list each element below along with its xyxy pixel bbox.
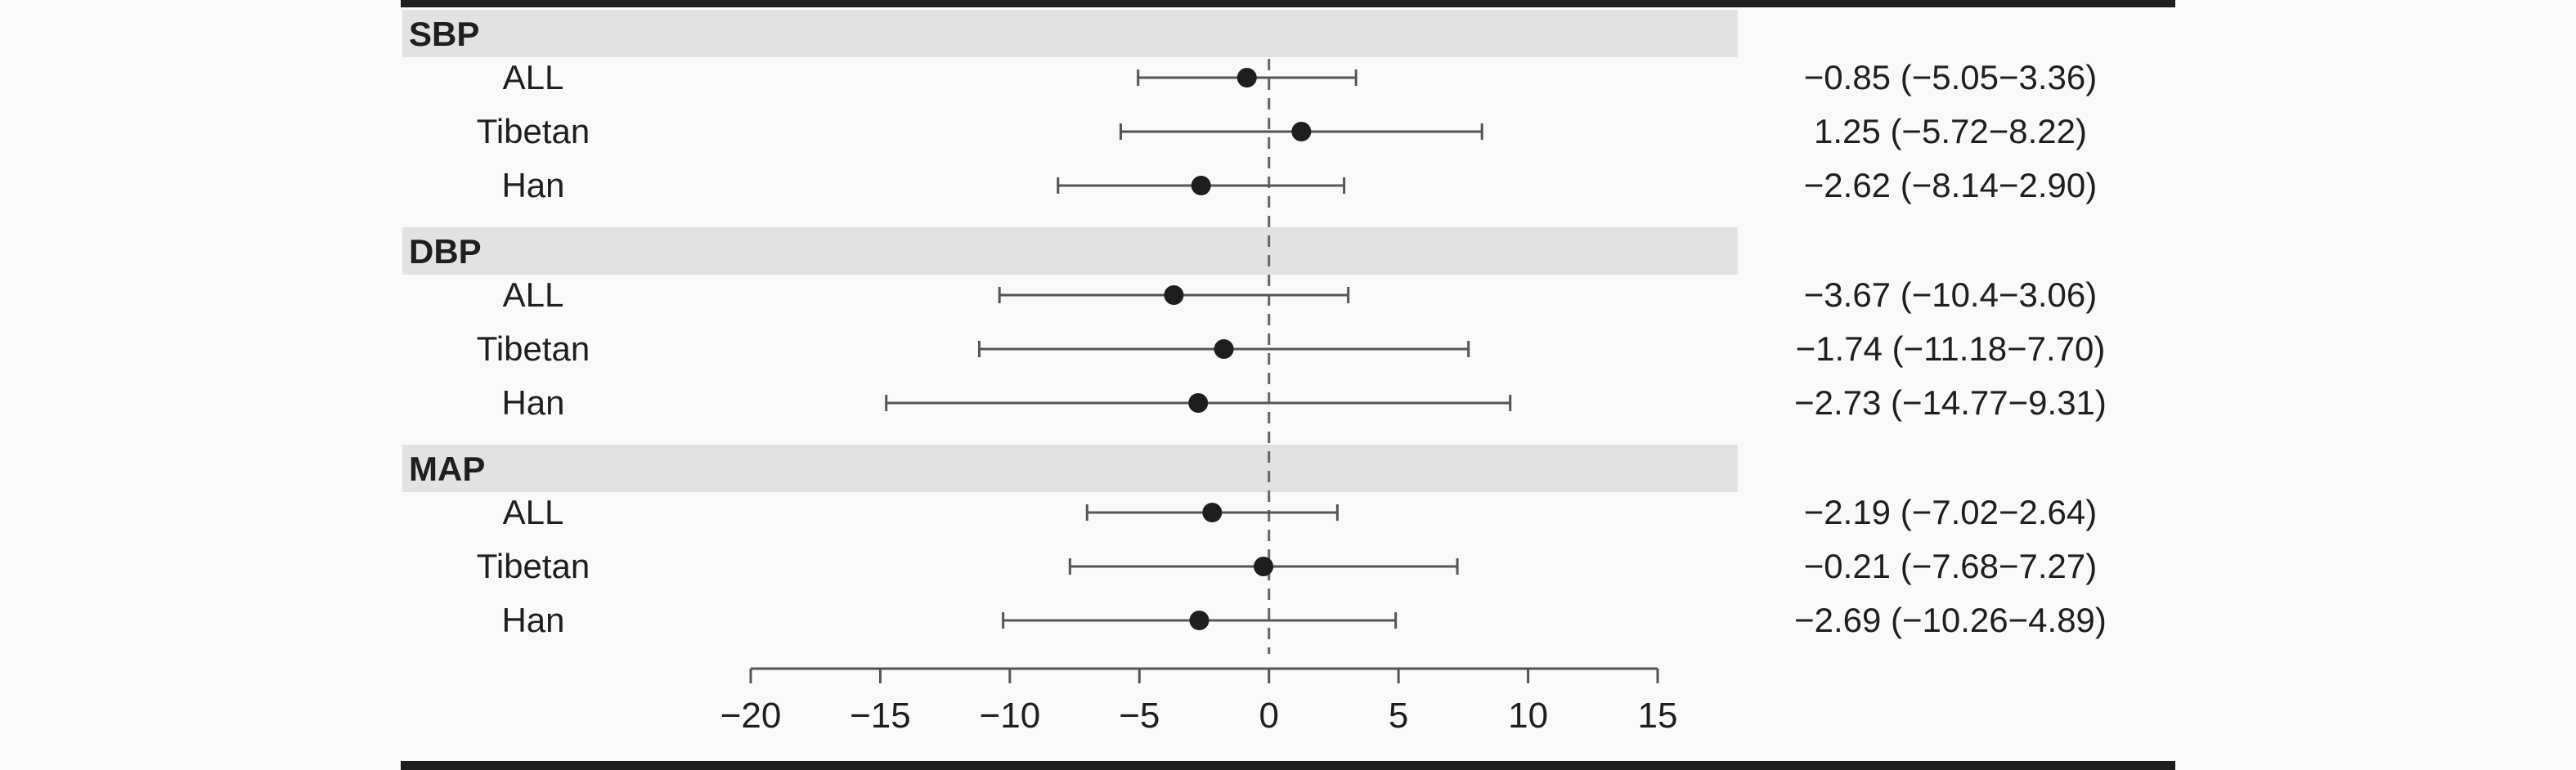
frame-bottom-bar xyxy=(401,761,2175,770)
group-header-label: DBP xyxy=(409,232,482,271)
ci-text: −2.19 (−7.02−2.64) xyxy=(1804,493,2097,531)
ci-text: −0.85 (−5.05−3.36) xyxy=(1804,58,2097,96)
row-label: Han xyxy=(501,166,564,204)
ci-text: −2.62 (−8.14−2.90) xyxy=(1804,166,2097,204)
group-header-band xyxy=(402,227,1738,275)
group-header-label: MAP xyxy=(409,450,485,488)
row-label: Tibetan xyxy=(477,329,590,368)
point-estimate-marker xyxy=(1164,285,1184,305)
row-label: Tibetan xyxy=(477,547,590,585)
point-estimate-marker xyxy=(1236,68,1257,87)
x-tick-label: 5 xyxy=(1389,696,1408,736)
row-label: Han xyxy=(501,601,564,639)
x-tick-label: 15 xyxy=(1638,696,1678,736)
frame-top-bar xyxy=(401,0,2175,7)
x-tick-label: 0 xyxy=(1259,696,1278,736)
group-header-label: SBP xyxy=(409,15,479,53)
x-tick-label: 10 xyxy=(1508,696,1548,736)
ci-text: 1.25 (−5.72−8.22) xyxy=(1814,112,2087,150)
x-tick-label: −20 xyxy=(720,696,782,736)
x-tick-label: −10 xyxy=(980,696,1041,736)
point-estimate-marker xyxy=(1188,393,1209,413)
row-label: ALL xyxy=(503,275,564,314)
ci-text: −2.73 (−14.77−9.31) xyxy=(1794,383,2107,422)
row-label: Tibetan xyxy=(477,112,590,150)
ci-text: −3.67 (−10.4−3.06) xyxy=(1804,275,2097,314)
point-estimate-marker xyxy=(1202,503,1223,522)
row-label: ALL xyxy=(503,493,564,531)
row-label: Han xyxy=(501,383,564,422)
point-estimate-marker xyxy=(1214,339,1234,359)
row-label: ALL xyxy=(503,58,564,96)
point-estimate-marker xyxy=(1291,122,1312,141)
ci-text: −2.69 (−10.26−4.89) xyxy=(1794,601,2107,639)
ci-text: −0.21 (−7.68−7.27) xyxy=(1804,547,2097,585)
group-header-band xyxy=(402,10,1738,57)
point-estimate-marker xyxy=(1254,557,1274,576)
x-tick-label: −15 xyxy=(850,696,911,736)
ci-text: −1.74 (−11.18−7.70) xyxy=(1796,329,2106,368)
point-estimate-marker xyxy=(1189,611,1209,630)
group-header-band xyxy=(402,445,1738,492)
point-estimate-marker xyxy=(1191,176,1211,195)
x-tick-label: −5 xyxy=(1119,696,1160,736)
